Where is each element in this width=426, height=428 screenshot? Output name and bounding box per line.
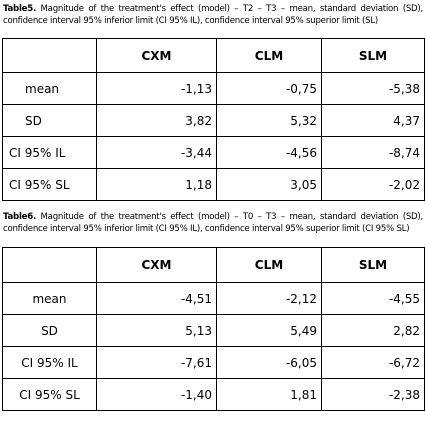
row-label: mean [2,282,97,315]
caption-label: Table5. [3,4,36,14]
value-cell: -0,75 [216,72,322,105]
row-label: CI 95% IL [2,346,97,379]
data-table: CXM CLM SLM mean -4,51 -2,12 -4,55 SD 5,13 5,49 2,… [2,247,425,411]
caption-text: Magnitude of the treatment's effect (mod… [3,4,423,26]
table-row: CI 95% SL 1,18 3,05 -2,02 [2,168,425,201]
table-row: CI 95% SL -1,40 1,81 -2,38 [2,378,425,411]
table-row: CI 95% IL -7,61 -6,05 -6,72 [2,346,425,379]
row-label: SD [2,104,97,137]
value-cell: -2,02 [321,168,425,201]
value-cell: -3,44 [96,136,217,169]
value-cell: -5,38 [321,72,425,105]
value-cell: -7,61 [96,346,217,379]
value-cell: 3,82 [96,104,217,137]
document: Table5. Magnitude of the treatment's eff… [0,3,426,411]
caption-text: Magnitude of the treatment's effect (mod… [3,212,423,234]
value-cell: -1,13 [96,72,217,105]
value-cell: 5,32 [216,104,322,137]
value-cell: 1,18 [96,168,217,201]
value-cell: -2,38 [321,378,425,411]
value-cell: -4,56 [216,136,322,169]
table-row: CI 95% IL -3,44 -4,56 -8,74 [2,136,425,169]
value-cell: 1,81 [216,378,322,411]
value-cell: -8,74 [321,136,425,169]
column-header: SLM [321,38,425,73]
caption-label: Table6. [3,212,36,222]
table-row: mean -1,13 -0,75 -5,38 [2,72,425,105]
header-row: CXM CLM SLM [2,38,425,73]
table-caption: Table6. Magnitude of the treatment's eff… [3,211,423,241]
value-cell: 5,13 [96,314,217,347]
header-cell [2,247,97,283]
table-row: mean -4,51 -2,12 -4,55 [2,282,425,315]
value-cell: 3,05 [216,168,322,201]
value-cell: -4,51 [96,282,217,315]
value-cell: 4,37 [321,104,425,137]
header-row: CXM CLM SLM [2,247,425,283]
row-label: CI 95% SL [2,378,97,411]
value-cell: -6,72 [321,346,425,379]
column-header: CLM [216,38,322,73]
value-cell: -6,05 [216,346,322,379]
value-cell: -4,55 [321,282,425,315]
value-cell: -2,12 [216,282,322,315]
row-label: mean [2,72,97,105]
value-cell: -1,40 [96,378,217,411]
column-header: CLM [216,247,322,283]
column-header: CXM [96,247,217,283]
table-caption: Table5. Magnitude of the treatment's eff… [3,3,423,33]
header-cell [2,38,97,73]
column-header: CXM [96,38,217,73]
value-cell: 5,49 [216,314,322,347]
row-label: SD [2,314,97,347]
table-row: SD 3,82 5,32 4,37 [2,104,425,137]
row-label: CI 95% IL [2,136,97,169]
page: Table5. Magnitude of the treatment's eff… [0,3,426,428]
column-header: SLM [321,247,425,283]
row-label: CI 95% SL [2,168,97,201]
data-table: CXM CLM SLM mean -1,13 -0,75 -5,38 SD 3,82 5,32 4,… [2,38,425,201]
value-cell: 2,82 [321,314,425,347]
table-row: SD 5,13 5,49 2,82 [2,314,425,347]
